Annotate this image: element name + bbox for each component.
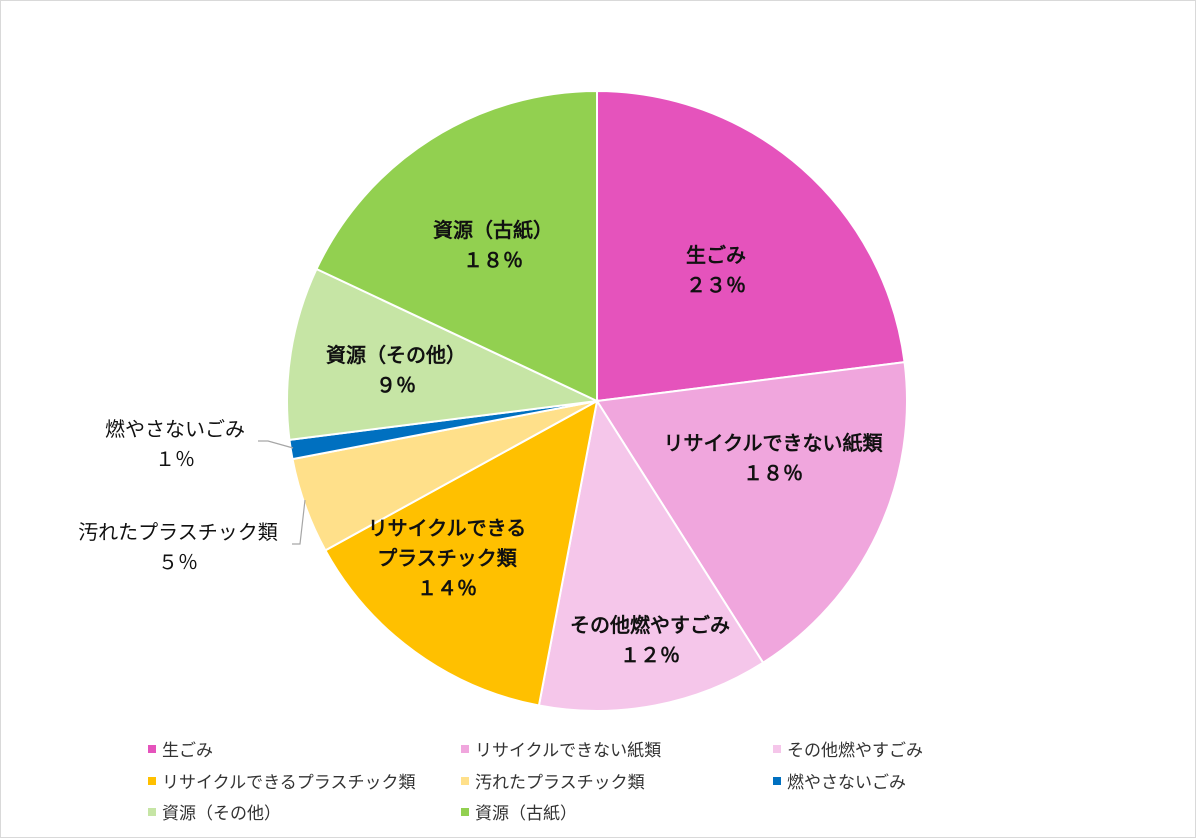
legend-label-3: その他燃やすごみ bbox=[787, 741, 923, 761]
pie-slices bbox=[286, 89, 908, 712]
legend-item-3: その他燃やすごみ bbox=[773, 736, 923, 761]
pie-slice-8 bbox=[315, 89, 598, 403]
legend-item-1: 生ごみ bbox=[148, 736, 213, 761]
legend-label-2: リサイクルできない紙類 bbox=[475, 741, 662, 761]
legend-item-2: リサイクルできない紙類 bbox=[461, 736, 661, 761]
pie-slice-1 bbox=[596, 89, 906, 403]
legend-swatch-6 bbox=[773, 776, 781, 785]
slice-value-label-8: １８％ bbox=[463, 248, 523, 272]
legend-swatch-8 bbox=[461, 807, 469, 816]
leader-line-5 bbox=[292, 499, 306, 545]
legend-item-4: リサイクルできるプラスチック類 bbox=[148, 768, 415, 793]
slice-labels: 生ごみ ２３％ リサイクルできない紙類 １８％ その他燃やすごみ １２％ リサイクルできるプ… bbox=[78, 218, 883, 667]
legend-label-4: リサイクルできるプラスチック類 bbox=[162, 773, 416, 793]
legend-item-6: 燃やさないごみ bbox=[773, 768, 906, 793]
slice-value-label-3: １２％ bbox=[620, 643, 680, 667]
leader-line-6 bbox=[258, 440, 294, 449]
legend-item-7: 資源（その他） bbox=[148, 799, 281, 824]
slice-category-label-4: リサイクルできる bbox=[368, 516, 527, 540]
slice-category-label-3: その他燃やすごみ bbox=[570, 613, 730, 637]
slice-category-label-5: 汚れたプラスチック類 bbox=[78, 520, 278, 544]
legend-swatch-2 bbox=[461, 744, 469, 753]
slice-category-label-8: 資源（古紙） bbox=[433, 218, 553, 242]
slice-category-label-6: 燃やさないごみ bbox=[105, 417, 245, 441]
legend-item-5: 汚れたプラスチック類 bbox=[461, 768, 645, 793]
legend-label-7: 資源（その他） bbox=[162, 804, 281, 824]
slice-value-label-2: １８％ bbox=[743, 461, 803, 485]
legend-swatch-7 bbox=[148, 807, 156, 816]
slice-value-label-7: ９％ bbox=[376, 373, 416, 397]
slice-category-label-2: リサイクルできない紙類 bbox=[664, 431, 884, 455]
pie-slice-7 bbox=[286, 267, 601, 441]
legend-label-5: 汚れたプラスチック類 bbox=[475, 773, 645, 793]
legend-label-6: 燃やさないごみ bbox=[787, 773, 906, 793]
pie-slice-4 bbox=[323, 399, 599, 707]
slice-category-label-1: 生ごみ bbox=[686, 243, 746, 267]
pie-slice-3 bbox=[537, 398, 765, 712]
legend-label-1: 生ごみ bbox=[162, 741, 213, 761]
slice-category-label-7: 資源（その他） bbox=[326, 343, 466, 367]
slice-value-label-4: １４％ bbox=[417, 576, 477, 600]
legend-item-8: 資源（古紙） bbox=[461, 799, 577, 824]
legend-swatch-1 bbox=[148, 744, 156, 753]
pie-slice-2 bbox=[595, 361, 908, 665]
slice-value-label-6: １％ bbox=[155, 447, 195, 471]
slice-value-label-1: ２３％ bbox=[686, 273, 746, 297]
leader-lines bbox=[258, 440, 306, 545]
legend-swatch-4 bbox=[148, 776, 156, 785]
slice-value-label-5: ５％ bbox=[158, 550, 198, 574]
legend-swatch-5 bbox=[461, 776, 469, 785]
legend-swatch-3 bbox=[773, 744, 781, 753]
legend-label-8: 資源（古紙） bbox=[475, 804, 577, 824]
slice-category-label-4: プラスチック類 bbox=[377, 546, 518, 570]
